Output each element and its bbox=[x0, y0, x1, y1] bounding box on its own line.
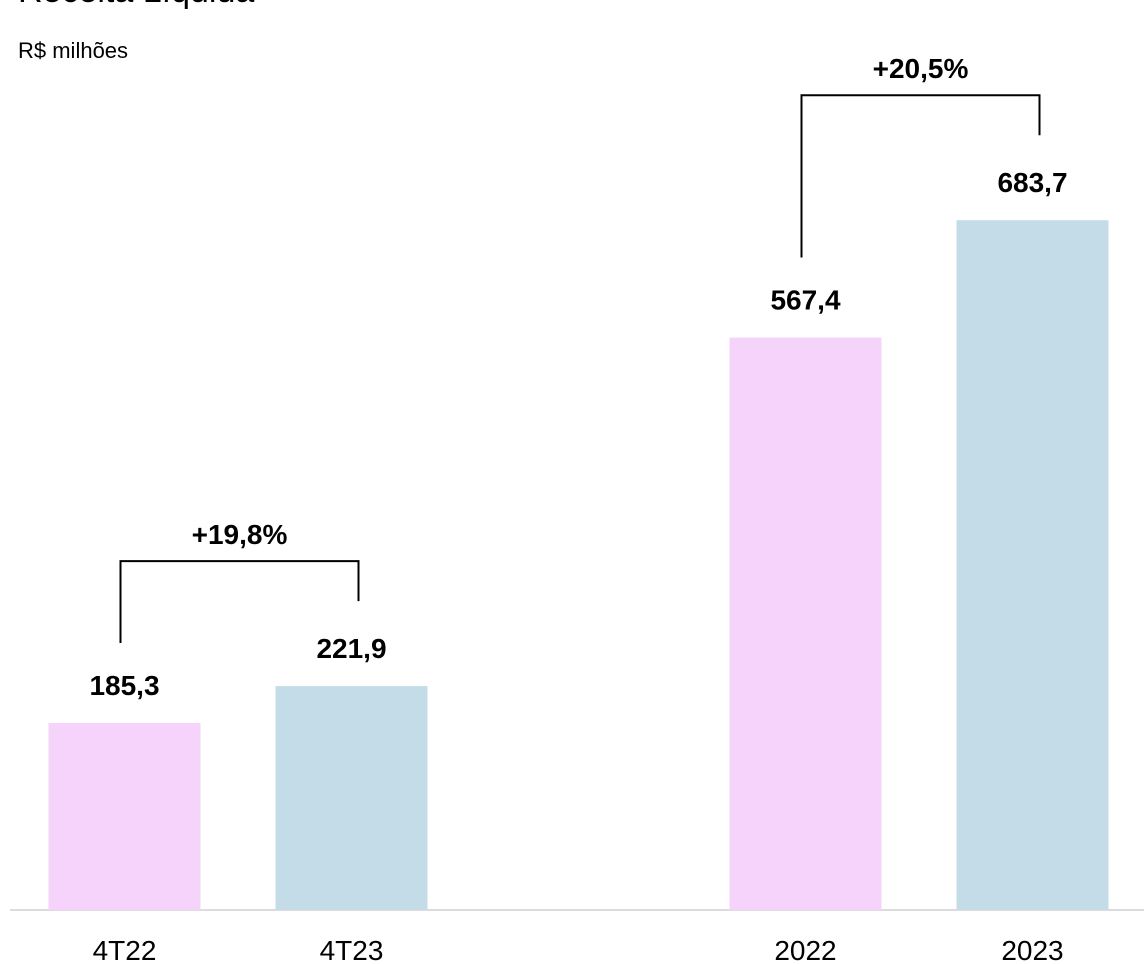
x-tick-label: 4T22 bbox=[93, 935, 157, 964]
bar bbox=[275, 686, 428, 910]
value-label: 221,9 bbox=[316, 633, 386, 664]
x-tick-label: 2023 bbox=[1001, 935, 1063, 964]
chart-title: Receita Líquida bbox=[18, 0, 254, 10]
annotation: +19,8% bbox=[192, 519, 288, 550]
annotation: +20,5% bbox=[873, 53, 969, 84]
bar bbox=[956, 220, 1109, 911]
value-label: 567,4 bbox=[770, 285, 840, 316]
x-tick-label: 4T23 bbox=[320, 935, 384, 964]
bracket bbox=[800, 94, 1041, 258]
value-label: 683,7 bbox=[997, 167, 1067, 198]
bracket bbox=[119, 560, 360, 644]
bar bbox=[48, 723, 201, 910]
chart-subtitle: R$ milhões bbox=[18, 38, 128, 63]
value-label: 185,3 bbox=[89, 670, 159, 701]
bar bbox=[729, 337, 882, 910]
x-tick-label: 2022 bbox=[774, 935, 836, 964]
